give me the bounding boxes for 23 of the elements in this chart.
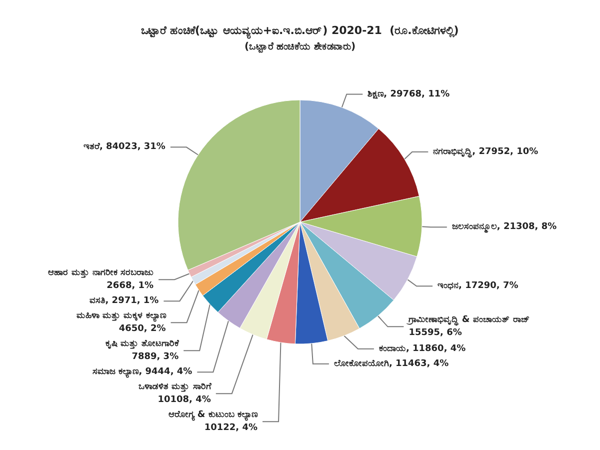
data-label: 10108, 4% [158,395,211,406]
data-label: 10122, 4% [204,423,258,434]
slice-label: ಇಂಧನ, 17290, 7% [438,281,518,292]
slice-label: ಸಮಾಜ ಕಲ್ಯಾಣ, 9444, 4% [92,367,192,380]
slice-label: ಆರೋಗ್ಯ & ಕುಟುಂಬ ಕಲ್ಯಾಣ [168,409,259,422]
slice-label: ಒಳಾಡಳಿತ ಮತ್ತು ಸಾರಿಗೆ [138,381,212,392]
slice-label: ಗ್ರಾಮೀಣಾಭಿವೃದ್ಧಿ & ಪಂಚಾಯತ್ ರಾಜ್ [406,315,530,326]
slice-label: ನಗರಾಭಿವೃದ್ಧಿ, 27952, 10% [433,146,538,158]
slice-label: ವಸತಿ, 2971, 1% [89,296,159,306]
slice-label: ಕೃಷಿ ಮತ್ತು ತೋಟಗಾರಿಕೆ [105,338,180,350]
data-label: 2668, 1% [106,281,154,292]
data-label: 15595, 6% [408,328,462,338]
slice-label: ಲೋಕೋಪಯೋಗಿ, 11463, 4% [334,358,449,369]
slice-label: ಇತರೆ, 84023, 31% [83,141,166,152]
chart-title: ಒಟ್ಟಾರೆ ಹಂಚಿಕೆ(ಒಟ್ಟು ಆಯವ್ಯಯ+ಐ.ಇ.ಬಿ.ಆರ್) 2020-21 (ರೂ.ಕೋಟಿಗಳಲ್ಲಿ) [141,24,459,39]
slice-label: ಮಹಿಳಾ ಮತ್ತು ಮಕ್ಕಳ ಕಲ್ಯಾಣ [76,311,167,324]
slice-label: ಕಂದಾಯ, 11860, 4% [378,344,466,354]
slice-label: ಆಹಾರ ಮತ್ತು ನಾಗರೀಕ ಸರಬರಾಜು [48,268,154,278]
chart-subtitle: (ಒಟ್ಟಾರೆ ಹಂಚಿಕೆಯ ಶೇಕಡವಾರು) [244,42,356,54]
data-label: 4650, 2% [118,324,166,334]
slice-label: ಜಲಸಂಪನ್ಮೂಲ, 21308, 8% [452,222,557,234]
data-label: 7889, 3% [132,352,179,362]
slice-label: ಶಿಕ್ಷಣ, 29768, 11% [368,89,450,100]
